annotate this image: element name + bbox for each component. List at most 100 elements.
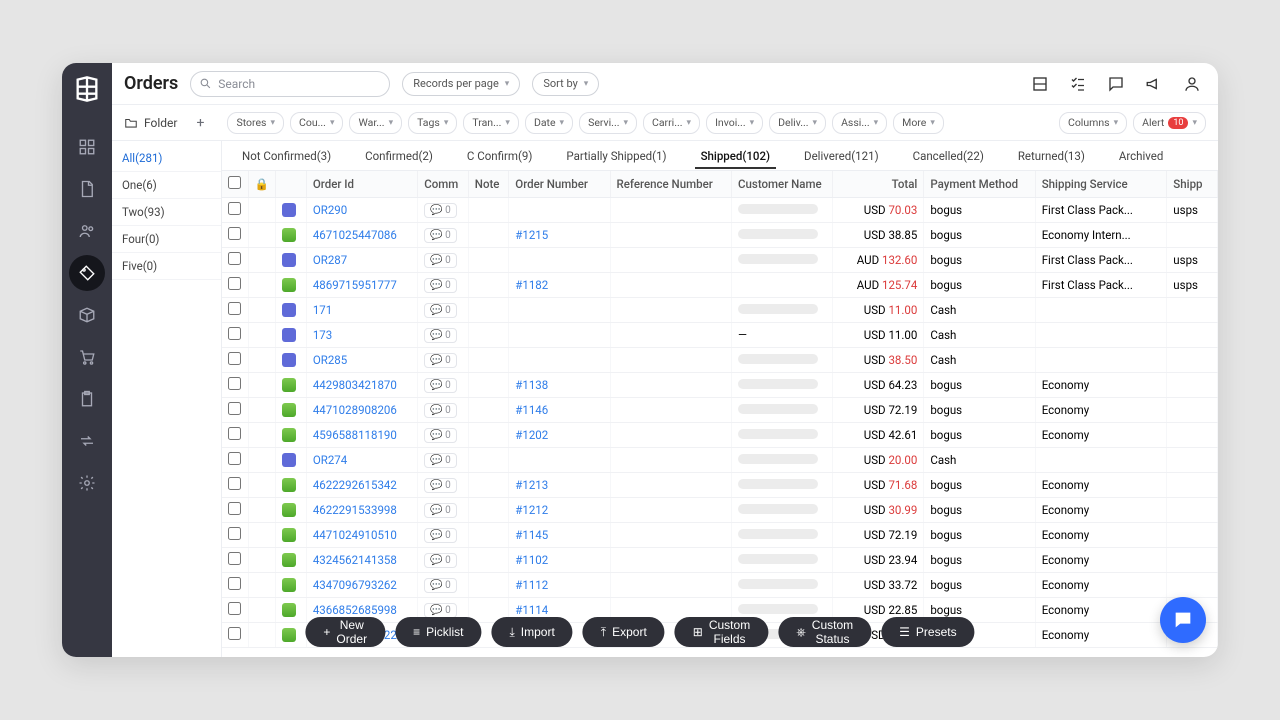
row-checkbox[interactable] xyxy=(228,502,241,515)
filter-carri[interactable]: Carri...▾ xyxy=(643,112,700,134)
folder-item[interactable]: Two(93) xyxy=(112,199,221,226)
row-checkbox[interactable] xyxy=(228,202,241,215)
announce-icon[interactable] xyxy=(1144,74,1164,94)
nav-clipboard-icon[interactable] xyxy=(69,381,105,417)
nav-settings-icon[interactable] xyxy=(69,465,105,501)
comment-badge[interactable]: 💬 0 xyxy=(424,453,457,468)
tab-c-confirm[interactable]: C Confirm(9) xyxy=(461,143,539,169)
filter-servi[interactable]: Servi...▾ xyxy=(579,112,637,134)
nav-cart-icon[interactable] xyxy=(69,339,105,375)
filter-assi[interactable]: Assi...▾ xyxy=(832,112,887,134)
column-header[interactable]: 🔒 xyxy=(248,171,276,198)
nav-document-icon[interactable] xyxy=(69,171,105,207)
order-id-link[interactable]: 4671025447086 xyxy=(313,228,397,242)
column-header[interactable]: Shipping Service xyxy=(1035,171,1167,198)
comment-badge[interactable]: 💬 0 xyxy=(424,603,457,618)
alert-select[interactable]: Alert10▾ xyxy=(1133,112,1206,134)
row-checkbox[interactable] xyxy=(228,527,241,540)
column-header[interactable]: Total xyxy=(833,171,924,198)
filter-more[interactable]: More▾ xyxy=(893,112,944,134)
filter-war[interactable]: War...▾ xyxy=(349,112,402,134)
comment-badge[interactable]: 💬 0 xyxy=(424,478,457,493)
row-checkbox[interactable] xyxy=(228,627,241,640)
order-id-link[interactable]: OR287 xyxy=(313,253,347,267)
order-id-link[interactable]: OR274 xyxy=(313,453,347,467)
footer-picklist-button[interactable]: ≡Picklist xyxy=(395,617,481,647)
folder-label[interactable]: Folder xyxy=(124,116,177,130)
order-id-link[interactable]: 4622292615342 xyxy=(313,478,397,492)
tab-delivered[interactable]: Delivered(121) xyxy=(798,143,885,169)
row-checkbox[interactable] xyxy=(228,227,241,240)
footer-custom-fields-button[interactable]: ⊞Custom Fields xyxy=(675,617,768,647)
comment-badge[interactable]: 💬 0 xyxy=(424,253,457,268)
row-checkbox[interactable] xyxy=(228,302,241,315)
filter-tran[interactable]: Tran...▾ xyxy=(463,112,519,134)
comment-badge[interactable]: 💬 0 xyxy=(424,578,457,593)
order-number-link[interactable]: #1138 xyxy=(515,378,548,392)
tab-returned[interactable]: Returned(13) xyxy=(1012,143,1091,169)
tab-archived[interactable]: Archived xyxy=(1113,143,1170,169)
scan-icon[interactable] xyxy=(1030,74,1050,94)
row-checkbox[interactable] xyxy=(228,277,241,290)
folder-item[interactable]: One(6) xyxy=(112,172,221,199)
row-checkbox[interactable] xyxy=(228,577,241,590)
row-checkbox[interactable] xyxy=(228,452,241,465)
order-id-link[interactable]: OR290 xyxy=(313,203,347,217)
footer-export-button[interactable]: ⤒Export xyxy=(583,617,665,647)
tab-cancelled[interactable]: Cancelled(22) xyxy=(907,143,990,169)
tab-confirmed[interactable]: Confirmed(2) xyxy=(359,143,439,169)
sort-by-select[interactable]: Sort by▾ xyxy=(532,72,599,96)
tab-shipped[interactable]: Shipped(102) xyxy=(695,143,776,169)
folder-item[interactable]: Four(0) xyxy=(112,226,221,253)
order-number-link[interactable]: #1102 xyxy=(515,553,548,567)
folder-item[interactable]: Five(0) xyxy=(112,253,221,280)
order-id-link[interactable]: OR285 xyxy=(313,353,347,367)
column-header[interactable]: Customer Name xyxy=(732,171,833,198)
row-checkbox[interactable] xyxy=(228,427,241,440)
nav-dashboard-icon[interactable] xyxy=(69,129,105,165)
order-id-link[interactable]: 4471028908206 xyxy=(313,403,397,417)
order-number-link[interactable]: #1212 xyxy=(515,503,548,517)
filter-deliv[interactable]: Deliv...▾ xyxy=(769,112,826,134)
nav-box-icon[interactable] xyxy=(69,297,105,333)
order-id-link[interactable]: 173 xyxy=(313,328,332,342)
records-per-page-select[interactable]: Records per page▾ xyxy=(402,72,520,96)
row-checkbox[interactable] xyxy=(228,252,241,265)
order-id-link[interactable]: 4429803421870 xyxy=(313,378,397,392)
row-checkbox[interactable] xyxy=(228,602,241,615)
order-number-link[interactable]: #1215 xyxy=(515,228,548,242)
footer-custom-status-button[interactable]: ⎈Custom Status xyxy=(778,617,871,647)
column-header[interactable]: Comm xyxy=(418,171,469,198)
row-checkbox[interactable] xyxy=(228,402,241,415)
column-header[interactable] xyxy=(276,171,306,198)
footer-presets-button[interactable]: ☰Presets xyxy=(881,617,974,647)
comment-badge[interactable]: 💬 0 xyxy=(424,403,457,418)
column-header[interactable]: Reference Number xyxy=(610,171,731,198)
column-header[interactable]: Payment Method xyxy=(924,171,1035,198)
footer-new-order-button[interactable]: +New Order xyxy=(305,617,385,647)
order-id-link[interactable]: 4324562141358 xyxy=(313,553,397,567)
order-id-link[interactable]: 171 xyxy=(313,303,332,317)
column-header[interactable]: Order Number xyxy=(509,171,610,198)
order-number-link[interactable]: #1182 xyxy=(515,278,548,292)
comment-badge[interactable]: 💬 0 xyxy=(424,278,457,293)
column-header[interactable]: Note xyxy=(468,171,508,198)
comment-badge[interactable]: 💬 0 xyxy=(424,203,457,218)
comment-badge[interactable]: 💬 0 xyxy=(424,328,457,343)
row-checkbox[interactable] xyxy=(228,327,241,340)
filter-invoi[interactable]: Invoi...▾ xyxy=(706,112,763,134)
row-checkbox[interactable] xyxy=(228,477,241,490)
search-input[interactable]: Search xyxy=(190,71,390,97)
tab-partially-shipped[interactable]: Partially Shipped(1) xyxy=(560,143,672,169)
order-number-link[interactable]: #1112 xyxy=(515,578,548,592)
comment-badge[interactable]: 💬 0 xyxy=(424,553,457,568)
row-checkbox[interactable] xyxy=(228,377,241,390)
order-number-link[interactable]: #1114 xyxy=(515,603,548,617)
checklist-icon[interactable] xyxy=(1068,74,1088,94)
filter-stores[interactable]: Stores▾ xyxy=(227,112,284,134)
order-number-link[interactable]: #1202 xyxy=(515,428,548,442)
column-header[interactable]: Order Id xyxy=(306,171,417,198)
nav-people-icon[interactable] xyxy=(69,213,105,249)
column-header[interactable] xyxy=(222,171,248,198)
row-checkbox[interactable] xyxy=(228,352,241,365)
